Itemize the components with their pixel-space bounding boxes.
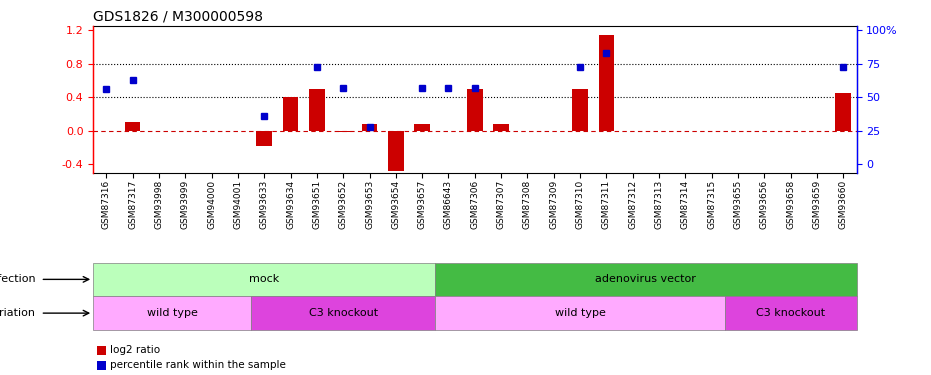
Text: mock: mock — [250, 274, 279, 284]
Text: C3 knockout: C3 knockout — [756, 308, 825, 318]
Bar — [251, 296, 436, 330]
Text: percentile rank within the sample: percentile rank within the sample — [110, 360, 286, 370]
Text: infection: infection — [0, 274, 35, 284]
Bar — [335, 131, 351, 132]
Bar — [414, 124, 430, 131]
Text: wild type: wild type — [147, 308, 197, 318]
Bar — [436, 262, 857, 296]
Bar — [388, 131, 404, 171]
Text: log2 ratio: log2 ratio — [110, 345, 160, 355]
Text: GDS1826 / M300000598: GDS1826 / M300000598 — [93, 10, 263, 24]
Text: C3 knockout: C3 knockout — [308, 308, 378, 318]
Bar — [361, 124, 377, 131]
Bar — [436, 296, 725, 330]
Bar — [309, 89, 325, 131]
Bar — [467, 89, 482, 131]
Bar — [283, 97, 299, 131]
Bar — [573, 89, 588, 131]
Text: genotype/variation: genotype/variation — [0, 308, 35, 318]
Bar — [725, 296, 857, 330]
Bar — [93, 296, 251, 330]
Bar — [125, 122, 141, 131]
Bar — [256, 131, 272, 146]
Bar — [97, 361, 106, 370]
Text: wild type: wild type — [555, 308, 605, 318]
Bar — [493, 124, 509, 131]
Bar — [835, 93, 851, 131]
Bar — [93, 262, 436, 296]
Text: adenovirus vector: adenovirus vector — [596, 274, 696, 284]
Bar — [599, 34, 614, 131]
Bar — [97, 346, 106, 355]
